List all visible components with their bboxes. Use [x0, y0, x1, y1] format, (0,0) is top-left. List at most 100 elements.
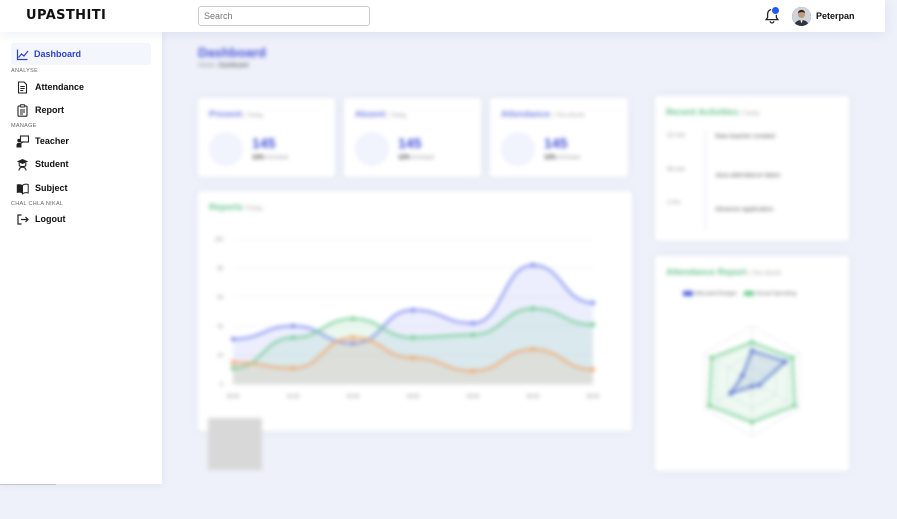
teacher-icon — [16, 134, 29, 147]
activity-text: Java attendance taken — [715, 172, 781, 179]
data-point — [350, 341, 356, 346]
radar-point — [709, 355, 714, 360]
search-input[interactable] — [198, 6, 370, 26]
card-title: Present | Today — [209, 109, 264, 119]
radar-point — [750, 348, 754, 353]
card-title: Reports/Today — [209, 202, 263, 212]
sidebar-item-student[interactable]: Student — [11, 153, 151, 175]
kpi-change: 12% increase — [398, 155, 435, 161]
data-point — [410, 307, 416, 313]
data-point — [470, 320, 476, 326]
data-point — [290, 323, 296, 329]
data-point — [410, 355, 416, 361]
sidebar-item-label: Student — [35, 159, 69, 169]
radar-point — [728, 391, 733, 396]
data-point — [530, 306, 536, 311]
kpi-icon — [209, 132, 243, 166]
notification-badge — [771, 6, 780, 15]
kpi-card-attendance: Attendance | This Month 145 12% increase — [490, 98, 628, 177]
legend-swatch — [683, 291, 693, 297]
sidebar-item-label: Report — [35, 105, 64, 115]
kpi-card-present: Present | Today 145 12% increase — [198, 98, 335, 177]
legend-swatch — [744, 291, 755, 297]
breadcrumb-home[interactable]: Home — [198, 63, 215, 69]
graduation-icon — [16, 158, 29, 171]
kpi-change: 12% increase — [544, 155, 581, 161]
clipboard-icon — [17, 103, 28, 117]
sidebar-item-dashboard[interactable]: Dashboard — [11, 43, 151, 65]
data-point — [530, 262, 536, 268]
kpi-icon — [501, 132, 535, 166]
kpi-value: 145 — [398, 135, 422, 151]
timeline-line — [705, 130, 706, 230]
attendance-radar-chart — [704, 325, 800, 437]
book-icon — [16, 183, 29, 195]
radar-point — [790, 355, 795, 360]
data-point — [230, 336, 236, 342]
sidebar-item-subject[interactable]: Subject — [11, 177, 151, 199]
sidebar-item-logout[interactable]: Logout — [11, 208, 151, 230]
data-point — [590, 300, 596, 305]
radar-legend: Allocated Budget Actual Spending — [683, 291, 796, 297]
sidebar-item-label: Attendance — [35, 82, 85, 92]
x-tick-label: 02:00 — [347, 394, 360, 400]
sidebar-item-attendance[interactable]: Attendance — [11, 76, 151, 98]
top-header: UPASTHITI Peterpan — [0, 0, 885, 32]
data-point — [410, 335, 416, 340]
card-title: Absent | Today — [355, 109, 407, 119]
data-point — [290, 365, 296, 371]
series-area — [233, 308, 593, 384]
main-content: Dashboard Home / Dashboard Present | Toda… — [162, 32, 897, 519]
recent-activities-card: Recent Activities | Today 32 min New teac… — [655, 96, 849, 241]
activity-time: 32 min — [667, 133, 686, 139]
logout-icon — [17, 213, 29, 225]
y-tick-label: 100 — [215, 237, 224, 243]
x-tick-label: 00:00 — [227, 394, 240, 400]
kpi-icon — [355, 132, 389, 166]
section-heading-analyse: ANALYSE — [11, 68, 39, 74]
radar-axis — [704, 380, 753, 409]
reports-area-chart: 0 20 40 60 80 100 00:00 01:00 02:00 03:00 04:00 05:… — [215, 237, 600, 400]
legend-label: Actual Spending — [756, 291, 797, 297]
sidebar-item-label: Teacher — [35, 136, 69, 146]
radar-point — [750, 420, 754, 425]
activity-time: 56 min — [667, 167, 686, 173]
data-point — [230, 360, 236, 365]
sidebar-item-report[interactable]: Report — [11, 99, 151, 121]
data-point — [590, 322, 596, 327]
sidebar-item-teacher[interactable]: Teacher — [11, 130, 151, 152]
radar-point — [757, 383, 762, 388]
app-logo[interactable]: UPASTHITI — [26, 8, 107, 23]
card-title: Attendance | This Month — [501, 109, 585, 119]
attendance-report-card: Attendance Report | This Month Allocated … — [655, 256, 849, 471]
avatar[interactable] — [792, 7, 811, 26]
kpi-value: 145 — [252, 135, 276, 151]
radar-point — [783, 359, 788, 364]
card-title: Recent Activities | Today — [666, 107, 760, 117]
series-area — [233, 337, 593, 384]
x-tick-label: 06:00 — [587, 394, 600, 400]
sidebar-item-label: Subject — [35, 183, 68, 193]
breadcrumb-current: Dashboard — [219, 63, 249, 69]
page-title: Dashboard — [198, 45, 266, 60]
sidebar-item-label: Logout — [35, 214, 66, 224]
activity-text: New teacher created — [715, 133, 775, 140]
data-point — [230, 365, 236, 371]
kpi-card-absent: Absent | Today 145 12% increase — [344, 98, 481, 177]
y-tick-label: 20 — [217, 353, 223, 359]
y-tick-label: 80 — [217, 266, 223, 272]
sidebar: Dashboard ANALYSE Attendance Report MANA… — [0, 32, 162, 484]
data-point — [590, 367, 596, 372]
reports-card: Reports/Today 0 20 40 60 80 100 00:00 01:00 02:0… — [198, 191, 632, 431]
username-label[interactable]: Peterpan — [816, 11, 855, 21]
user-photo-icon — [792, 7, 811, 26]
radar-series — [708, 341, 796, 424]
sidebar-item-label: Dashboard — [34, 49, 82, 59]
y-tick-label: 40 — [217, 324, 223, 330]
kpi-value: 145 — [544, 135, 568, 151]
data-point — [470, 368, 476, 374]
card-title: Attendance Report | This Month — [666, 267, 782, 277]
radar-point — [792, 403, 797, 408]
chart-icon — [16, 49, 29, 60]
x-tick-label: 01:00 — [287, 394, 300, 400]
